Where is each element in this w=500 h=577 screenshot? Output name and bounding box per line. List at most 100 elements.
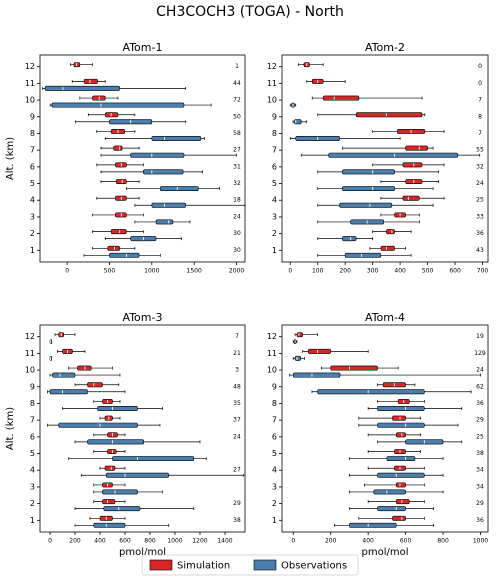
count-label: 38	[476, 450, 484, 457]
legend-label: Observations	[281, 561, 347, 572]
x-tick-label: 800	[144, 538, 156, 545]
box	[294, 355, 302, 361]
box	[51, 102, 185, 108]
count-label: 43	[476, 247, 484, 254]
y-tick-label: 6	[272, 162, 277, 171]
box	[392, 415, 406, 421]
plot-frame	[39, 54, 246, 263]
count-label: 25	[476, 197, 484, 204]
x-axis-label: pmol/mol	[119, 547, 166, 558]
x-tick-label: 600	[119, 538, 131, 545]
y-tick-label: 7	[272, 416, 277, 425]
legend-label: Simulation	[177, 561, 230, 572]
box	[322, 95, 360, 101]
y-tick-label: 10	[267, 366, 277, 375]
box	[296, 332, 303, 338]
count-label: 48	[233, 383, 241, 390]
y-tick-label: 1	[272, 516, 277, 525]
y-tick-label: 8	[30, 399, 35, 408]
box	[102, 499, 116, 505]
box	[380, 245, 395, 251]
y-tick-label: 12	[267, 332, 277, 341]
y-tick-label: 10	[267, 96, 277, 105]
y-tick-label: 2	[30, 499, 35, 508]
y-tick-label: 4	[30, 466, 35, 475]
count-label: 38	[233, 517, 241, 524]
plot-frame	[39, 324, 246, 533]
box	[107, 449, 117, 455]
y-tick-label: 1	[30, 516, 35, 525]
box	[395, 432, 406, 438]
x-tick-label: 1000	[473, 538, 488, 545]
count-label: 7	[235, 333, 239, 340]
y-tick-label: 5	[30, 179, 35, 188]
box	[58, 422, 138, 428]
y-tick-label: 9	[30, 382, 35, 391]
count-label: 8	[478, 113, 482, 120]
box	[107, 245, 120, 251]
x-tick-label: 800	[437, 538, 449, 545]
count-label: 36	[476, 230, 484, 237]
count-label: 27	[233, 147, 241, 154]
y-tick-label: 3	[30, 482, 35, 491]
box	[143, 169, 184, 175]
box	[317, 389, 425, 395]
count-label: 29	[476, 417, 484, 424]
count-label: 129	[474, 350, 486, 357]
box	[392, 515, 406, 521]
x-tick-label: 1000	[167, 538, 182, 545]
count-label: 55	[476, 147, 484, 154]
box	[377, 405, 425, 411]
count-label: 7	[478, 97, 482, 104]
y-tick-label: 10	[25, 366, 35, 375]
y-axis-label: Alt. (km)	[5, 407, 16, 450]
x-tick-label: 1200	[192, 538, 207, 545]
x-tick-label: 200	[325, 538, 337, 545]
x-tick-label: 2000	[229, 268, 244, 275]
box	[395, 482, 406, 488]
y-tick-label: 2	[272, 499, 277, 508]
count-label: 27	[233, 467, 241, 474]
y-tick-label: 3	[30, 212, 35, 221]
count-label: 34	[476, 467, 484, 474]
y-tick-label: 5	[272, 179, 277, 188]
y-tick-label: 10	[25, 96, 35, 105]
x-tick-label: 0	[288, 268, 292, 275]
box	[113, 145, 123, 151]
box	[87, 439, 145, 445]
y-tick-label: 2	[30, 229, 35, 238]
box	[342, 236, 357, 242]
x-tick-label: 500	[104, 268, 116, 275]
x-tick-label: 0	[48, 538, 52, 545]
box	[49, 389, 88, 395]
box	[93, 522, 126, 528]
box	[103, 506, 141, 512]
box	[349, 522, 397, 528]
count-label: 18	[233, 197, 241, 204]
y-tick-label: 7	[272, 146, 277, 155]
box	[155, 219, 174, 225]
count-label: 19	[476, 333, 484, 340]
box	[151, 135, 202, 141]
count-label: 0	[478, 63, 482, 70]
box	[87, 382, 103, 388]
box	[109, 252, 140, 258]
legend-swatch	[253, 559, 277, 571]
y-tick-label: 4	[272, 466, 277, 475]
y-tick-label: 12	[25, 62, 35, 71]
box	[52, 372, 76, 378]
box	[373, 489, 406, 495]
count-label: 24	[476, 180, 484, 187]
y-tick-label: 8	[272, 399, 277, 408]
count-label: 29	[233, 500, 241, 507]
y-tick-label: 3	[272, 212, 277, 221]
box	[330, 365, 378, 371]
y-axis-label: Alt. (km)	[5, 137, 16, 180]
count-label: 50	[233, 113, 241, 120]
box	[102, 489, 138, 495]
box	[307, 348, 331, 354]
y-tick-label: 9	[272, 382, 277, 391]
count-label: 44	[233, 80, 241, 87]
box	[339, 202, 393, 208]
